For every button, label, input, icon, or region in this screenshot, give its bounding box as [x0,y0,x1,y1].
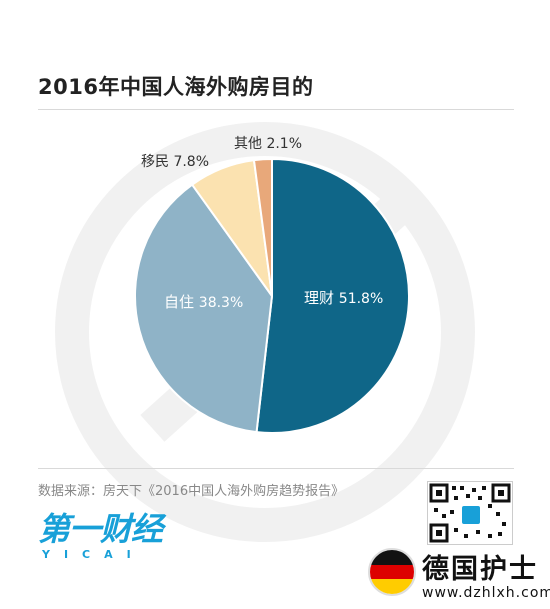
slice-label-yimin: 移民 7.8% [141,151,209,171]
site-watermark-url: www.dzhlxh.com [422,585,550,601]
source-note: 数据来源：房天下《2016中国人海外购房趋势报告》 [38,484,345,499]
slice-label-name: 自住 [164,293,195,311]
pie-slice-0 [255,157,410,434]
qr-code [427,481,513,545]
slice-label-name: 移民 [141,154,169,170]
qr-center-logo [460,504,482,526]
yicai-logo: 第一财经 [38,510,163,548]
flag-stripe-gold [370,579,414,594]
slice-label-name: 其他 [234,136,262,152]
slice-label-value: 51.8% [338,291,384,307]
slice-label-licai: 理财 51.8% [304,287,383,308]
slice-label-value: 2.1% [266,136,303,152]
slice-label-value: 7.8% [173,154,210,170]
slice-label-qita: 其他 2.1% [234,133,302,153]
pie-slice-3 [252,157,273,297]
flag-stripe-red [370,564,414,580]
title-divider [38,109,514,110]
german-flag-badge [368,548,416,596]
slice-label-value: 38.3% [198,295,244,311]
slice-label-zizhu: 自住 38.3% [164,291,243,312]
source-divider [38,468,514,469]
pie-slice-1 [134,183,274,434]
yicai-logo-sub: YICAI [42,548,145,561]
flag-stripe-black [370,550,414,565]
chart-title: 2016年中国人海外购房目的 [38,75,314,99]
site-watermark-name: 德国护士 [422,554,538,585]
qr-pattern [429,483,511,543]
slice-label-name: 理财 [304,289,335,307]
